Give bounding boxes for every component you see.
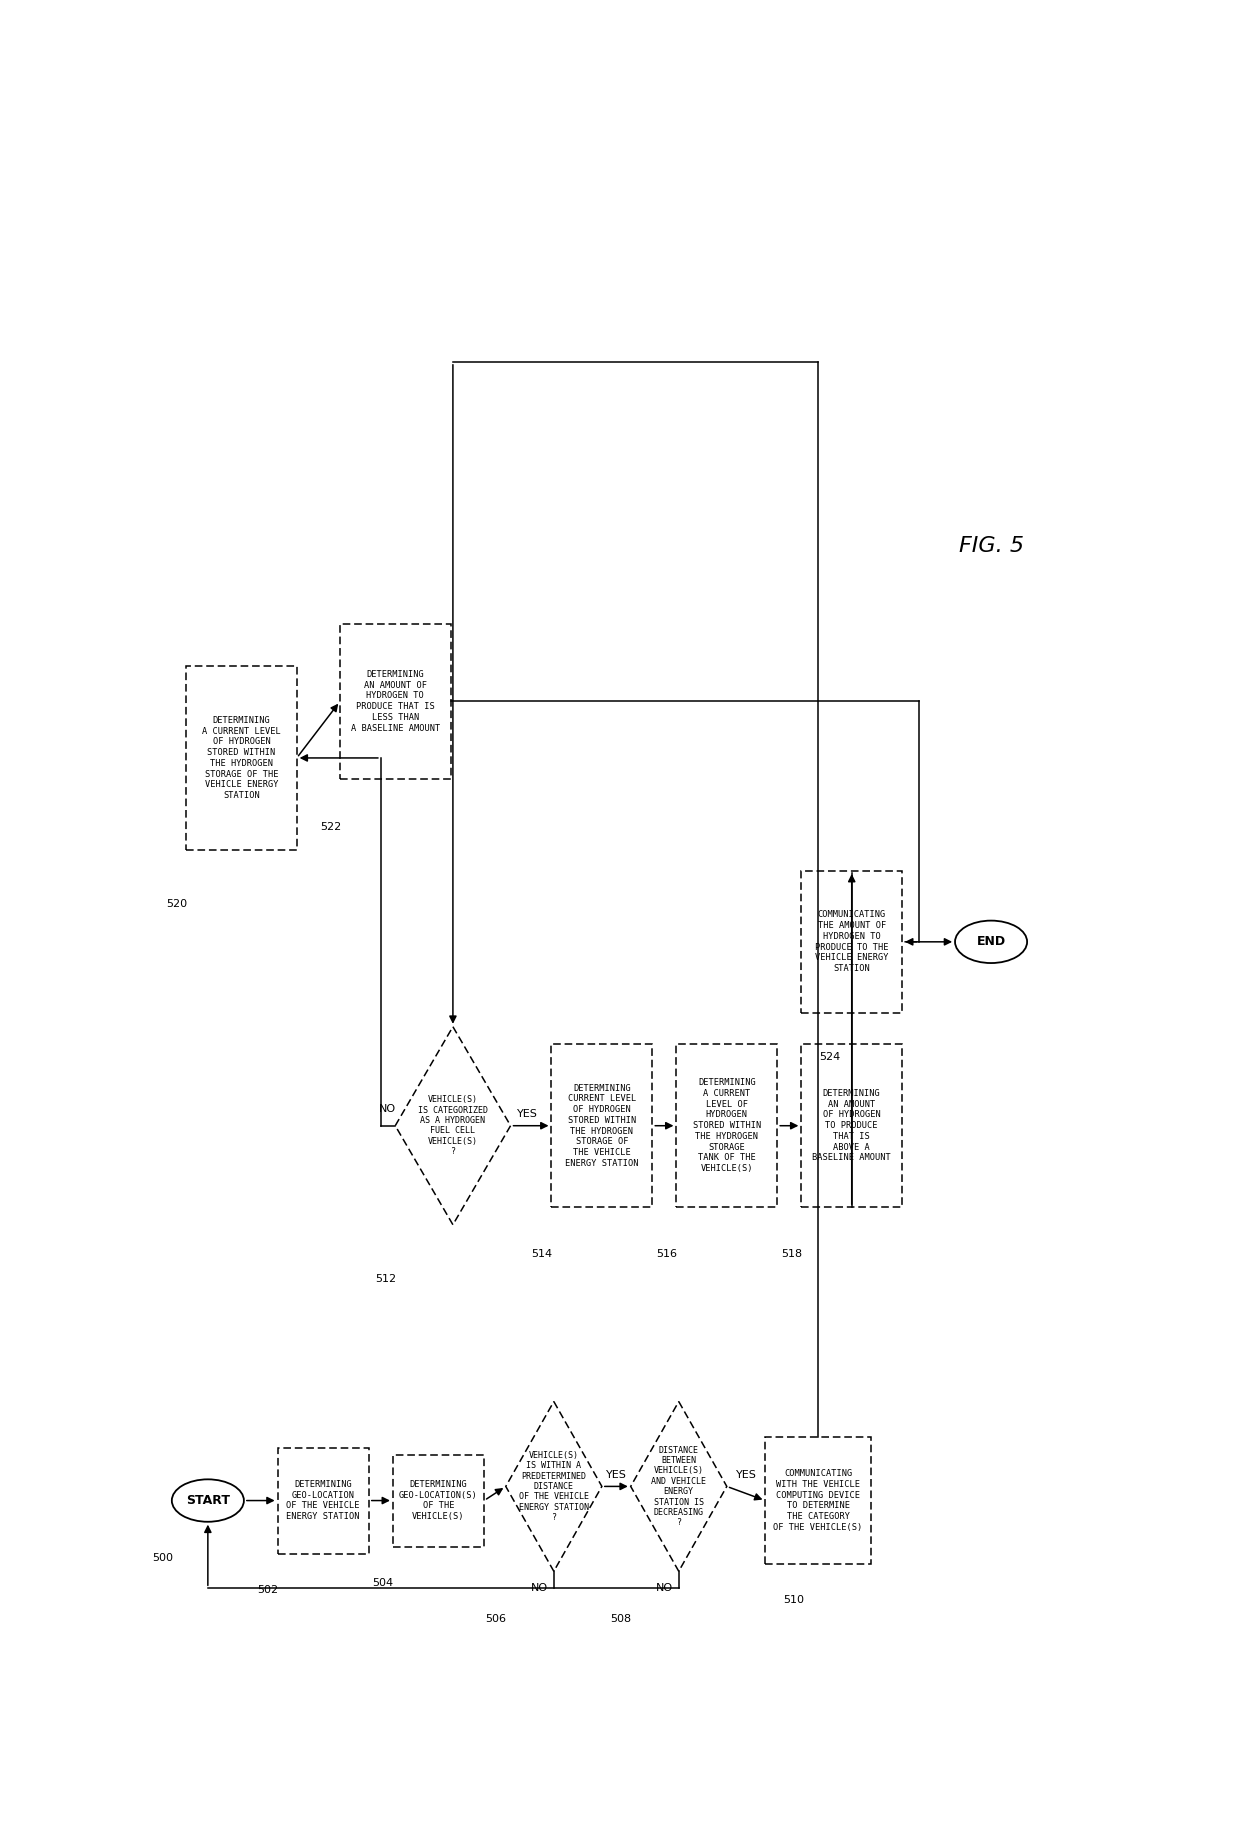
Text: NO: NO [379,1104,396,1113]
FancyBboxPatch shape [801,871,903,1012]
Text: 508: 508 [610,1613,631,1624]
Text: DETERMINING
AN AMOUNT OF
HYDROGEN TO
PRODUCE THAT IS
LESS THAN
A BASELINE AMOUNT: DETERMINING AN AMOUNT OF HYDROGEN TO PRO… [351,671,440,733]
Text: DETERMINING
GEO-LOCATION(S)
OF THE
VEHICLE(S): DETERMINING GEO-LOCATION(S) OF THE VEHIC… [399,1481,477,1521]
Text: DETERMINING
A CURRENT LEVEL
OF HYDROGEN
STORED WITHIN
THE HYDROGEN
STORAGE OF TH: DETERMINING A CURRENT LEVEL OF HYDROGEN … [202,716,281,801]
Text: 514: 514 [531,1249,552,1260]
FancyBboxPatch shape [340,623,450,779]
Text: 502: 502 [258,1585,279,1595]
Text: COMMUNICATING
THE AMOUNT OF
HYDROGEN TO
PRODUCE TO THE
VEHICLE ENERGY
STATION: COMMUNICATING THE AMOUNT OF HYDROGEN TO … [815,911,889,974]
Text: DETERMINING
GEO-LOCATION
OF THE VEHICLE
ENERGY STATION: DETERMINING GEO-LOCATION OF THE VEHICLE … [286,1481,360,1521]
Text: DETERMINING
A CURRENT
LEVEL OF
HYDROGEN
STORED WITHIN
THE HYDROGEN
STORAGE
TANK : DETERMINING A CURRENT LEVEL OF HYDROGEN … [693,1078,761,1174]
Text: 516: 516 [656,1249,677,1260]
Text: 522: 522 [320,821,341,832]
Text: DETERMINING
CURRENT LEVEL
OF HYDROGEN
STORED WITHIN
THE HYDROGEN
STORAGE OF
THE : DETERMINING CURRENT LEVEL OF HYDROGEN ST… [565,1084,639,1168]
Text: END: END [977,935,1006,948]
Text: START: START [186,1493,229,1506]
Text: 524: 524 [820,1053,841,1062]
FancyBboxPatch shape [552,1045,652,1207]
FancyBboxPatch shape [765,1437,870,1565]
Text: NO: NO [531,1583,548,1593]
Text: 506: 506 [486,1613,507,1624]
Text: VEHICLE(S)
IS CATEGORIZED
AS A HYDROGEN
FUEL CELL
VEHICLE(S)
?: VEHICLE(S) IS CATEGORIZED AS A HYDROGEN … [418,1095,487,1155]
FancyBboxPatch shape [393,1455,484,1547]
Text: VEHICLE(S)
IS WITHIN A
PREDETERMINED
DISTANCE
OF THE VEHICLE
ENERGY STATION
?: VEHICLE(S) IS WITHIN A PREDETERMINED DIS… [518,1451,589,1523]
Polygon shape [396,1027,511,1225]
Text: DISTANCE
BETWEEN
VEHICLE(S)
AND VEHICLE
ENERGY
STATION IS
DECREASING
?: DISTANCE BETWEEN VEHICLE(S) AND VEHICLE … [651,1446,707,1527]
Text: YES: YES [517,1110,538,1119]
Text: 500: 500 [151,1552,172,1563]
Text: FIG. 5: FIG. 5 [959,536,1023,557]
Text: YES: YES [735,1470,756,1481]
Ellipse shape [955,920,1027,963]
Text: DETERMINING
AN AMOUNT
OF HYDROGEN
TO PRODUCE
THAT IS
ABOVE A
BASELINE AMOUNT: DETERMINING AN AMOUNT OF HYDROGEN TO PRO… [812,1089,892,1163]
Polygon shape [631,1402,727,1571]
FancyBboxPatch shape [801,1045,903,1207]
FancyBboxPatch shape [278,1448,368,1554]
Text: NO: NO [656,1583,673,1593]
FancyBboxPatch shape [186,667,296,851]
Text: YES: YES [606,1470,626,1481]
Ellipse shape [172,1479,244,1521]
Text: 512: 512 [374,1275,397,1284]
Text: 520: 520 [166,900,187,909]
Text: 518: 518 [781,1249,802,1260]
Text: 504: 504 [373,1578,394,1587]
Text: 510: 510 [784,1595,805,1606]
FancyBboxPatch shape [676,1045,777,1207]
Polygon shape [506,1402,601,1571]
Text: COMMUNICATING
WITH THE VEHICLE
COMPUTING DEVICE
TO DETERMINE
THE CATEGORY
OF THE: COMMUNICATING WITH THE VEHICLE COMPUTING… [774,1470,863,1532]
